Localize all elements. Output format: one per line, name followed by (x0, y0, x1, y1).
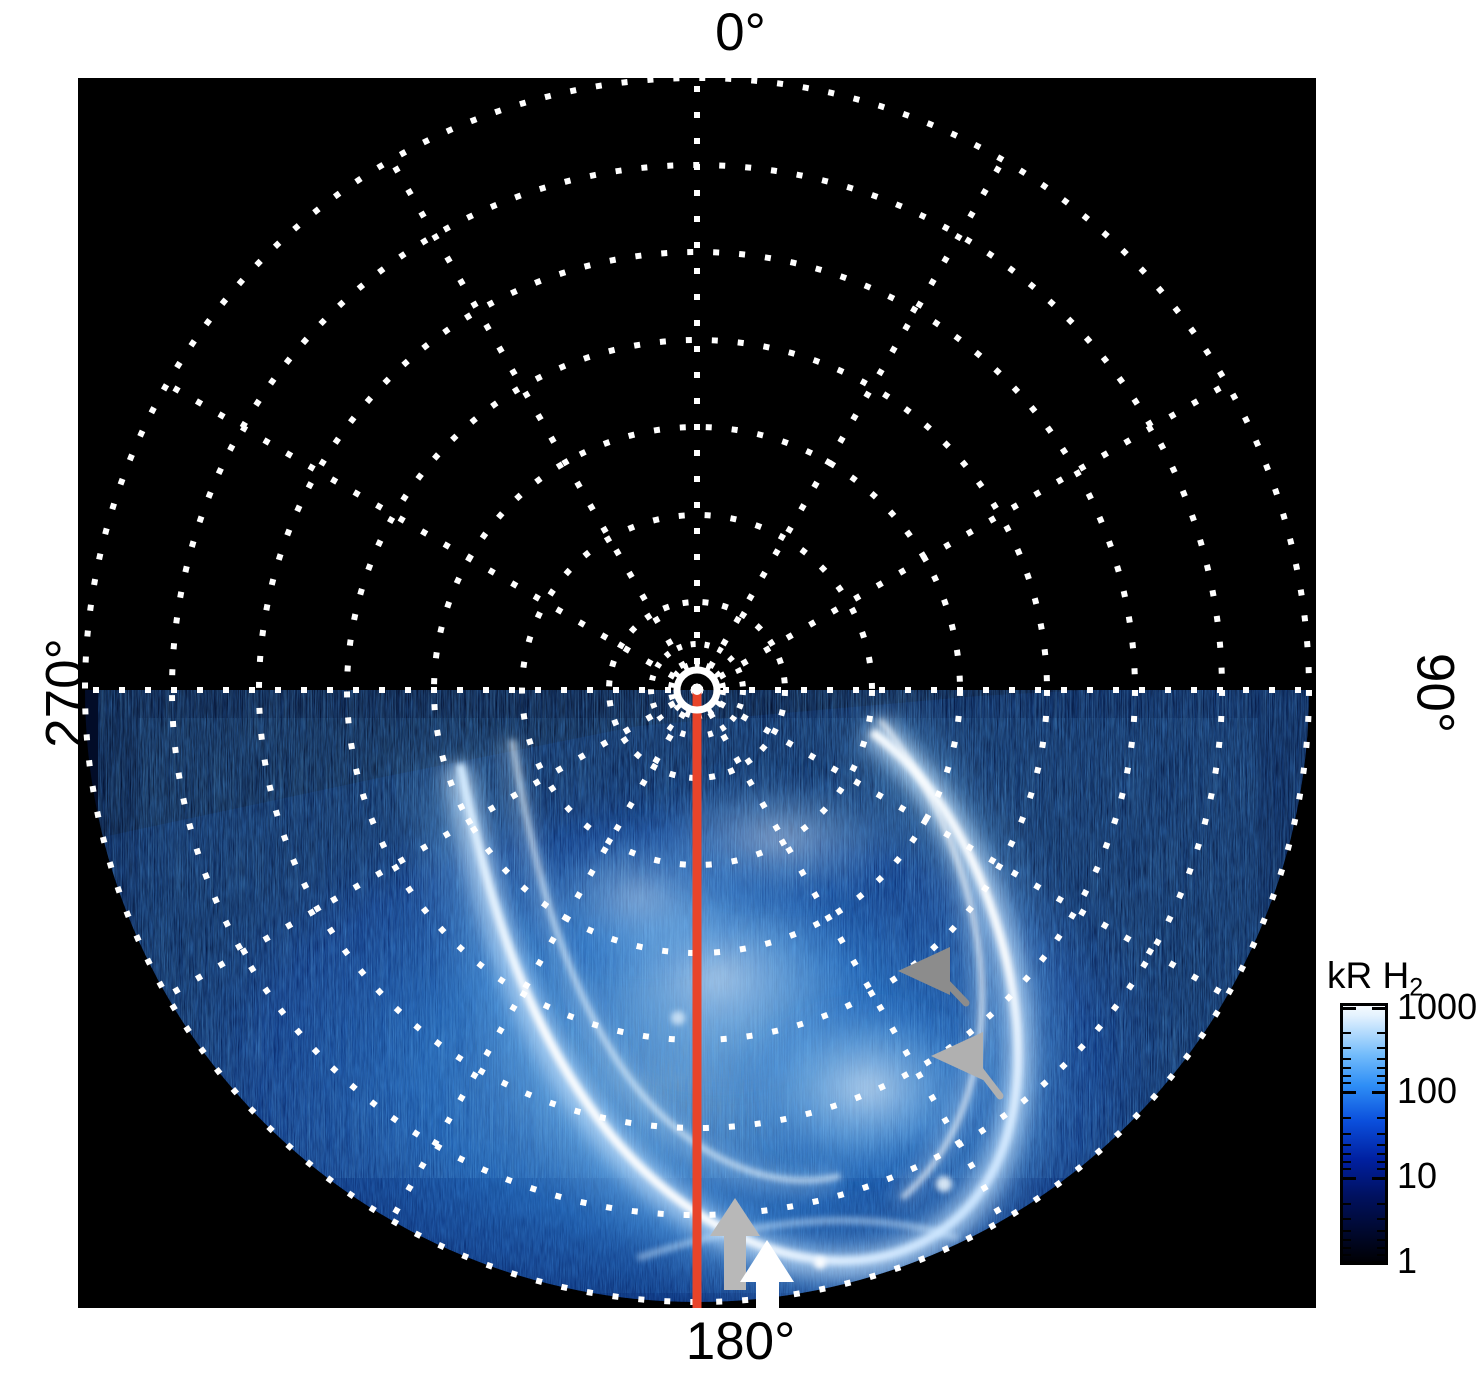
axis-label-180: 180° (685, 1312, 796, 1371)
cb-tick-1-l (1343, 1261, 1356, 1264)
cb-minor (1343, 1144, 1351, 1146)
cb-minor (1377, 1047, 1385, 1049)
cb-minor (1377, 1032, 1385, 1034)
cb-minor (1343, 1203, 1351, 1205)
cb-minor (1343, 1047, 1351, 1049)
arrowhead-upper (898, 947, 970, 1007)
cb-minor (1377, 1254, 1385, 1256)
cb-minor (1343, 1082, 1351, 1084)
cb-tick-100-l (1343, 1091, 1356, 1094)
polar-plot-area (78, 78, 1316, 1308)
grid-ring-1 (606, 599, 788, 781)
cb-minor (1377, 1133, 1385, 1135)
cb-minor (1377, 1117, 1385, 1119)
cb-minor (1343, 1168, 1351, 1170)
secondary-arc-dusk (498, 736, 841, 1194)
pole-marker (673, 666, 721, 714)
colorbar-label-10: 10 (1397, 1155, 1438, 1196)
cb-minor (1377, 1230, 1385, 1232)
low-latitude-arc (636, 1217, 960, 1262)
cb-minor (1343, 1254, 1351, 1256)
cb-minor (1377, 1168, 1385, 1170)
grid-ring-5 (256, 249, 1138, 1131)
bright-knots (671, 1011, 952, 1269)
colorbar-title-text: kR H (1327, 955, 1410, 996)
cb-minor (1377, 1153, 1385, 1155)
axis-label-0: 0° (715, 3, 766, 62)
cb-minor (1377, 1247, 1385, 1249)
cb-minor (1343, 1239, 1351, 1241)
colorbar-gradient (1340, 1003, 1388, 1265)
arrowhead-lower (931, 1032, 1004, 1100)
cb-minor (1377, 1075, 1385, 1077)
cb-minor (1377, 1082, 1385, 1084)
inner-oval-segment (872, 713, 987, 1204)
cb-tick-1000-l (1343, 1007, 1356, 1010)
colorbar-ticks (1343, 1006, 1385, 1264)
cb-minor (1343, 1032, 1351, 1034)
cb-minor (1377, 1203, 1385, 1205)
grid-ring-outer (82, 78, 1312, 1305)
cb-minor (1343, 1067, 1351, 1069)
cb-minor (1343, 1117, 1351, 1119)
colorbar-label-1000: 1000 (1397, 986, 1478, 1027)
cb-minor (1377, 1161, 1385, 1163)
colorbar: kR H2 (1327, 955, 1481, 1315)
cb-tick-1000-r (1372, 1007, 1385, 1010)
cb-minor (1343, 1247, 1351, 1249)
grid-ring-2 (519, 512, 875, 868)
cb-minor (1377, 1058, 1385, 1060)
cb-minor (1343, 1230, 1351, 1232)
cb-minor (1343, 1075, 1351, 1077)
cb-minor (1343, 1133, 1351, 1135)
cb-minor (1377, 1218, 1385, 1220)
colorbar-label-1: 1 (1397, 1240, 1418, 1281)
polar-plot-svg (78, 78, 1316, 1308)
cb-minor (1343, 1058, 1351, 1060)
cb-minor (1343, 1218, 1351, 1220)
cb-tick-1-r (1372, 1261, 1385, 1264)
cb-minor (1377, 1239, 1385, 1241)
arrow-gray-up (710, 1198, 760, 1290)
cb-tick-10-l (1343, 1177, 1356, 1180)
axis-label-90: 90° (1405, 652, 1465, 734)
colorbar-title: kR H2 (1327, 955, 1423, 1003)
cb-minor (1343, 1161, 1351, 1163)
cb-tick-10-r (1372, 1177, 1385, 1180)
colorbar-label-100: 100 (1397, 1070, 1458, 1111)
arrow-white-up (740, 1240, 794, 1308)
cb-minor (1343, 1153, 1351, 1155)
colorbar-title-subscript: 2 (1409, 973, 1424, 1002)
cb-minor (1377, 1067, 1385, 1069)
cb-tick-100-r (1372, 1091, 1385, 1094)
cb-minor (1377, 1144, 1385, 1146)
